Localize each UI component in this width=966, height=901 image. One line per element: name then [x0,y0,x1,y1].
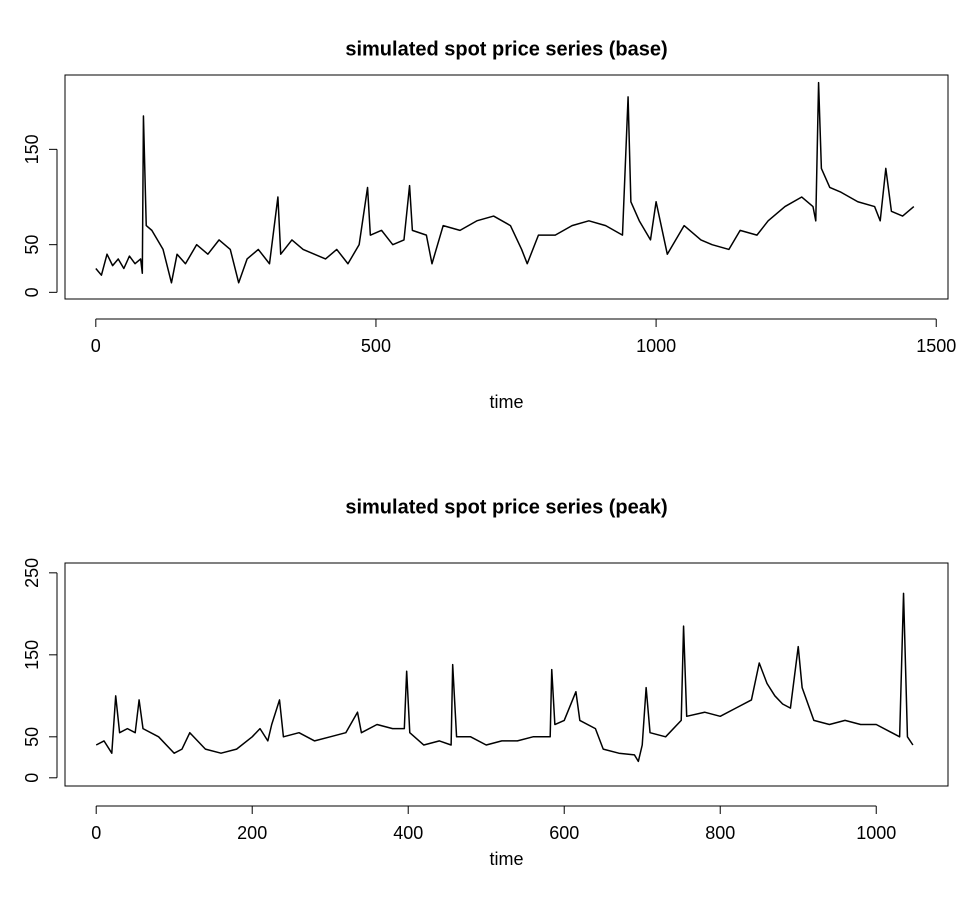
series-line [95,81,915,284]
y-tick-label: 50 [22,235,42,255]
x-tick-label: 0 [91,823,101,843]
plot-frame [64,562,949,787]
x-tick-label: 1500 [916,336,956,356]
series-line [95,592,914,763]
y-tick-label: 0 [22,287,42,297]
chart-title: simulated spot price series (base) [345,38,667,60]
y-tick-label: 50 [22,727,42,747]
x-tick-label: 600 [549,823,579,843]
x-tick-label: 1000 [636,336,676,356]
x-tick-label: 800 [705,823,735,843]
plot-frame [64,74,949,300]
x-axis-label: time [489,849,523,869]
y-tick-label: 150 [22,640,42,670]
x-axis-label: time [489,392,523,412]
x-tick-label: 1000 [856,823,896,843]
x-tick-label: 200 [237,823,267,843]
y-tick-label: 150 [22,134,42,164]
x-tick-label: 400 [393,823,423,843]
x-tick-label: 0 [91,336,101,356]
y-tick-label: 0 [22,773,42,783]
y-tick-label: 250 [22,558,42,588]
chart-title: simulated spot price series (peak) [345,496,667,518]
x-tick-label: 500 [361,336,391,356]
